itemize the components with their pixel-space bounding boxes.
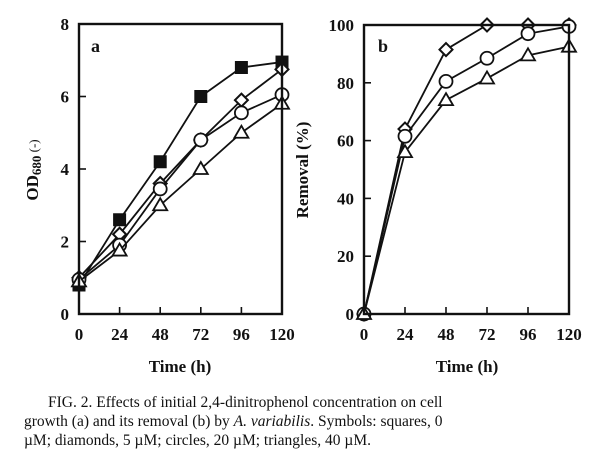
panel-a-x-tick-label: 24 bbox=[111, 325, 129, 344]
caption-species-name: A. variabilis bbox=[233, 413, 311, 430]
panel-b-y-tick-label: 20 bbox=[337, 247, 354, 266]
panel-b-x-tick-label: 96 bbox=[520, 325, 537, 344]
panel-b-data-point-triangle bbox=[396, 143, 414, 159]
panel-a-data-point-triangle bbox=[151, 196, 169, 212]
panel-a-x-axis-label: Time (h) bbox=[149, 357, 212, 376]
panel-a-data-point-triangle bbox=[232, 123, 250, 139]
panel-a-label: a bbox=[91, 36, 100, 56]
panel-a-frame bbox=[77, 22, 284, 316]
panel-b-data-point-triangle bbox=[437, 91, 455, 107]
caption-line-2-end: . Symbols: squares, 0 bbox=[310, 413, 443, 430]
caption-line-2: growth (a) and its removal (b) by A. var… bbox=[24, 412, 584, 431]
panel-b-y-tick-label: 60 bbox=[337, 132, 354, 151]
panel-a-data-point-triangle bbox=[192, 160, 210, 175]
panel-b-data-point-triangle bbox=[519, 46, 537, 62]
panel-a-y-tick-label: 8 bbox=[61, 15, 70, 34]
panel-a-y-axis-label-suffix: (-) bbox=[26, 139, 41, 155]
panel-b-label: b bbox=[378, 36, 388, 56]
figure-caption: FIG. 2. Effects of initial 2,4-dinitroph… bbox=[24, 393, 584, 450]
panel-a-y-tick-label: 4 bbox=[61, 160, 70, 179]
panel-a-x-tick-label: 96 bbox=[233, 325, 250, 344]
panel-b-series-line-circle bbox=[363, 25, 570, 315]
caption-line-1: FIG. 2. Effects of initial 2,4-dinitroph… bbox=[48, 394, 443, 411]
panel-b-y-tick-label: 40 bbox=[337, 189, 354, 208]
panel-b-x-tick-label: 120 bbox=[556, 325, 582, 344]
panel-a-data-point-square bbox=[153, 155, 167, 169]
panel-a-data-point-square bbox=[113, 213, 127, 227]
panel-a-series-line-square bbox=[78, 61, 283, 286]
panel-b-data-point-circle bbox=[479, 50, 495, 66]
panel-b-y-tick-label: 100 bbox=[329, 16, 355, 35]
panel-a-y-axis-label: OD680 (-) bbox=[23, 139, 44, 200]
panel-a-y-tick-label: 2 bbox=[61, 233, 70, 252]
panel-b-y-axis-label: Removal (%) bbox=[293, 122, 312, 219]
caption-line-3: µM; diamonds, 5 µM; circles, 20 µM; tria… bbox=[24, 432, 371, 449]
caption-line-2-start: growth (a) and its removal (b) by bbox=[24, 413, 234, 430]
panel-b-chart: b 0 24 48 72 96 120 0 20 40 60 80 100 Time (h) Remo… bbox=[293, 16, 582, 376]
panel-a-x-tick-label: 48 bbox=[152, 325, 169, 344]
panel-a-x-tick-label: 0 bbox=[75, 325, 84, 344]
panel-a-data-point-circle bbox=[193, 132, 209, 148]
panel-b-x-tick-label: 24 bbox=[397, 325, 415, 344]
panel-b-series-line-triangle bbox=[363, 45, 570, 315]
panel-a-y-axis-label-sub: 680 bbox=[29, 156, 44, 176]
panel-a-data-point-square bbox=[194, 90, 208, 103]
panel-a-series-line-diamond bbox=[78, 68, 283, 279]
panel-a-x-tick-label: 120 bbox=[269, 325, 295, 344]
panel-b-frame bbox=[362, 23, 571, 316]
panel-b-x-tick-label: 48 bbox=[438, 325, 455, 344]
panel-a-data-point-circle bbox=[233, 105, 249, 121]
panel-b-data-point-diamond bbox=[438, 41, 454, 58]
panel-a-data-point-triangle bbox=[111, 241, 129, 257]
panel-a-series-line-circle bbox=[78, 93, 283, 281]
panel-a-y-tick-label: 6 bbox=[61, 88, 70, 107]
panel-b-series-line-diamond bbox=[363, 24, 569, 315]
panel-b-data-point-circle bbox=[520, 26, 536, 42]
panel-b-y-tick-label: 80 bbox=[337, 74, 354, 93]
panel-b-x-axis-label: Time (h) bbox=[436, 357, 499, 376]
panel-a-data-point-square bbox=[234, 61, 248, 74]
panel-a-y-axis-label-main: OD bbox=[23, 175, 42, 201]
panel-a-x-tick-label: 72 bbox=[192, 325, 209, 344]
panel-b-data-point-circle bbox=[438, 73, 454, 89]
panel-b-x-tick-label: 72 bbox=[479, 325, 496, 344]
panel-b-data-point-triangle bbox=[478, 69, 496, 85]
panel-b-x-tick-label: 0 bbox=[360, 325, 369, 344]
panel-b-data-point-circle bbox=[397, 128, 413, 144]
panel-a-y-tick-label: 0 bbox=[61, 305, 70, 324]
panel-a-data-point-circle bbox=[152, 181, 168, 197]
panel-b-y-tick-label: 0 bbox=[346, 305, 355, 324]
